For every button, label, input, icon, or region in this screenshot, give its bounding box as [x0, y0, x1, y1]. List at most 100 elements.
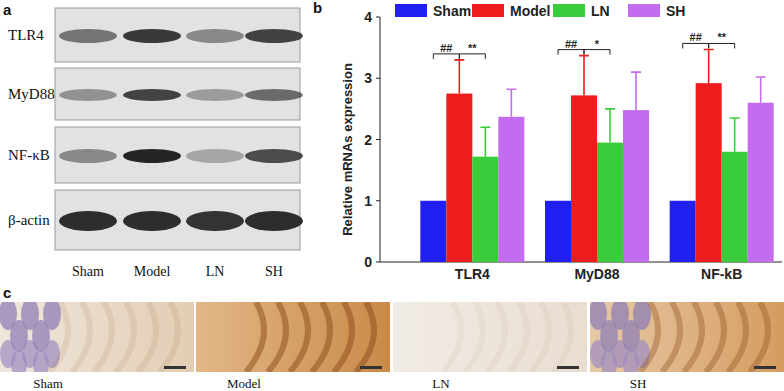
ihc-stain	[706, 302, 724, 372]
sig-bracket	[584, 50, 610, 55]
ihc-crypt	[633, 302, 651, 330]
blot-lane-label: SH	[265, 264, 283, 279]
blot-band	[186, 211, 244, 231]
ihc-stain	[465, 302, 483, 372]
ihc-tissue	[196, 302, 390, 372]
panel-letter: a	[3, 1, 12, 18]
error-bar	[704, 49, 714, 83]
sig-bracket	[433, 54, 459, 59]
blot-lane-label: LN	[206, 264, 225, 279]
legend-swatch	[628, 4, 660, 17]
error-bar	[730, 118, 740, 152]
blot-band	[245, 149, 303, 163]
ihc-stain	[50, 302, 68, 372]
sig-label: ##	[565, 38, 577, 50]
ihc-image	[393, 302, 587, 372]
scale-bar	[164, 366, 186, 369]
blot-band	[59, 211, 117, 231]
scale-bar	[360, 366, 382, 369]
blot-band	[59, 29, 117, 43]
y-tick-label: 2	[364, 132, 372, 148]
ihc-caption: Sham	[33, 376, 63, 391]
error-bar	[506, 89, 516, 117]
blot-band	[245, 211, 303, 231]
bars	[420, 49, 773, 262]
error-bar	[579, 56, 589, 96]
scale-bar	[754, 366, 776, 369]
error-bar	[454, 60, 464, 94]
blot-band	[186, 29, 244, 43]
legend-label: SH	[666, 3, 685, 19]
sig-bracket	[558, 50, 584, 55]
ihc-caption: LN	[432, 376, 450, 391]
blot-lane-label: Sham	[72, 264, 104, 279]
blot-band	[245, 29, 303, 43]
scale-bar	[557, 366, 579, 369]
ihc-stain	[312, 302, 330, 372]
figure: abcTLR4MyD88NF-κBβ-actinShamModelLNSH012…	[0, 0, 784, 391]
blot-band	[245, 89, 303, 101]
sig-label: **	[468, 42, 477, 54]
blot-row-label: β-actin	[8, 212, 50, 228]
ihc-stain	[246, 302, 264, 372]
bar	[748, 103, 774, 262]
y-tick-label: 1	[364, 193, 372, 209]
ihc-image	[196, 302, 390, 372]
ihc-stain	[94, 302, 112, 372]
ihc-stain	[268, 302, 286, 372]
y-tick	[376, 17, 380, 18]
ihc-caption: Model	[227, 376, 261, 391]
sig-bracket	[459, 54, 485, 59]
bar	[498, 117, 524, 262]
blot-band	[186, 89, 244, 101]
y-label: Relative mRNAs expression	[340, 63, 355, 236]
y-tick-label: 3	[364, 70, 372, 86]
blot-row-label: NF-κB	[8, 147, 50, 163]
error-bar	[605, 109, 615, 143]
bar	[597, 143, 623, 262]
sig-bracket	[709, 43, 735, 48]
ihc-tissue	[393, 302, 587, 372]
blot-band	[123, 211, 181, 231]
legend-label: LN	[591, 3, 610, 19]
x-tick-label: NF-kB	[701, 266, 742, 282]
blot-band	[123, 29, 181, 43]
legend-swatch	[553, 4, 585, 17]
blot-band	[123, 89, 181, 101]
ihc-caption: SH	[630, 376, 647, 391]
blot-band	[123, 149, 181, 163]
sig-label: *	[595, 38, 600, 50]
ihc-stain	[334, 302, 352, 372]
ihc-stain	[160, 302, 178, 372]
ihc-stain	[443, 302, 461, 372]
bar	[472, 157, 498, 262]
y-tick	[376, 262, 380, 263]
x-tick-label: TLR4	[455, 266, 490, 282]
x-tick-label: MyD88	[574, 266, 619, 282]
ihc-stain	[487, 302, 505, 372]
ihc-stain	[531, 302, 549, 372]
ihc-stain	[750, 302, 768, 372]
ihc-image	[0, 302, 194, 372]
panel-letter: c	[3, 284, 11, 301]
blot-lane-label: Model	[134, 264, 171, 279]
error-bar	[631, 72, 641, 110]
ihc-stain	[72, 302, 90, 372]
bar	[420, 201, 446, 262]
y-tick-label: 0	[364, 254, 372, 270]
ihc-crypt	[43, 302, 61, 330]
sig-label: ##	[440, 42, 452, 54]
blot-band	[186, 149, 244, 163]
bar	[545, 201, 571, 262]
ihc-stain	[116, 302, 134, 372]
bar	[446, 94, 472, 262]
ihc-stain	[553, 302, 571, 372]
legend-label: Sham	[433, 3, 471, 19]
y-tick	[376, 200, 380, 201]
error-bar	[480, 127, 490, 156]
blot-band	[59, 89, 117, 101]
legend-swatch	[472, 4, 504, 17]
ihc-stain	[728, 302, 746, 372]
ihc-stain	[684, 302, 702, 372]
legend-swatch	[395, 4, 427, 17]
